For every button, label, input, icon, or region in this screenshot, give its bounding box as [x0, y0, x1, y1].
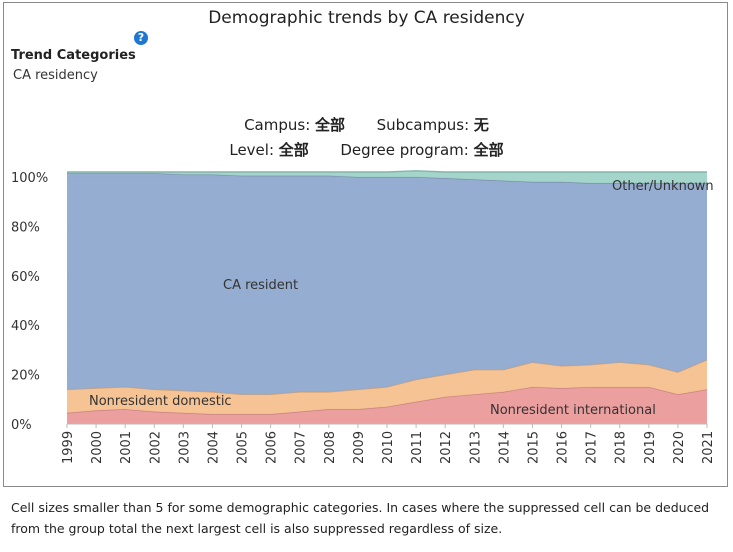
- trend-categories-value[interactable]: CA residency: [13, 68, 98, 83]
- footnote: Cell sizes smaller than 5 for some demog…: [11, 500, 710, 536]
- area-label: Nonresident domestic: [89, 394, 232, 409]
- x-tick-label: 2007: [294, 431, 309, 464]
- area-other-unknown[interactable]: [67, 170, 707, 184]
- degree-filter-label: Degree program:: [340, 141, 469, 159]
- x-tick-label: 2015: [526, 431, 541, 464]
- x-tick-label: 2017: [585, 431, 600, 464]
- y-tick-label: 40%: [11, 319, 40, 334]
- x-tick-label: 2009: [352, 431, 367, 464]
- subcampus-filter-value[interactable]: 无: [473, 116, 489, 134]
- area-edge: [67, 170, 707, 173]
- area-label: CA resident: [223, 278, 298, 293]
- y-tick-label: 0%: [11, 418, 32, 433]
- x-tick-label: 2006: [265, 431, 280, 464]
- x-tick-label: 2011: [410, 431, 425, 464]
- x-tick-label: 2000: [90, 431, 105, 464]
- x-tick-label: 2018: [614, 431, 629, 464]
- x-tick-label: 2001: [119, 431, 134, 464]
- level-filter-label: Level:: [229, 141, 275, 159]
- area-ca-resident[interactable]: [67, 173, 707, 395]
- x-tick-label: 2012: [439, 431, 454, 464]
- filter-row-campus: Campus: 全部 Subcampus: 无: [0, 114, 733, 135]
- chart-title: Demographic trends by CA residency: [208, 8, 525, 28]
- stacked-area-chart: 0% 20% 40% 60% 80% 100% CA resident Nonresident…: [11, 170, 716, 464]
- x-tick-label: 2005: [236, 431, 251, 464]
- x-tick-label: 2008: [323, 431, 338, 464]
- help-icon[interactable]: ?: [134, 31, 148, 45]
- x-tick-label: 2004: [206, 431, 221, 464]
- x-tick-label: 2002: [148, 431, 163, 464]
- campus-filter-label: Campus:: [244, 116, 311, 134]
- campus-filter-value[interactable]: 全部: [315, 116, 346, 134]
- x-tick-label: 1999: [61, 431, 76, 464]
- x-tick-label: 2020: [672, 431, 687, 464]
- y-tick-label: 60%: [11, 270, 40, 285]
- x-tick-label: 2013: [468, 431, 483, 464]
- filter-row-level: Level: 全部 Degree program: 全部: [0, 139, 733, 160]
- x-tick-label: 2014: [497, 431, 512, 464]
- degree-filter-value[interactable]: 全部: [473, 141, 504, 159]
- y-tick-label: 80%: [11, 220, 40, 235]
- area-label: Nonresident international: [490, 403, 656, 418]
- trend-categories-label: Trend Categories: [11, 48, 136, 63]
- x-tick-label: 2021: [701, 431, 716, 464]
- x-tick-label: 2019: [643, 431, 658, 464]
- area-label: Other/Unknown: [612, 179, 714, 194]
- x-tick-label: 2003: [177, 431, 192, 464]
- y-tick-label: 20%: [11, 369, 40, 384]
- x-tick-label: 2010: [381, 431, 396, 464]
- y-tick-label: 100%: [11, 171, 48, 186]
- subcampus-filter-label: Subcampus:: [376, 116, 470, 134]
- level-filter-value[interactable]: 全部: [278, 141, 309, 159]
- x-tick-label: 2016: [556, 431, 571, 464]
